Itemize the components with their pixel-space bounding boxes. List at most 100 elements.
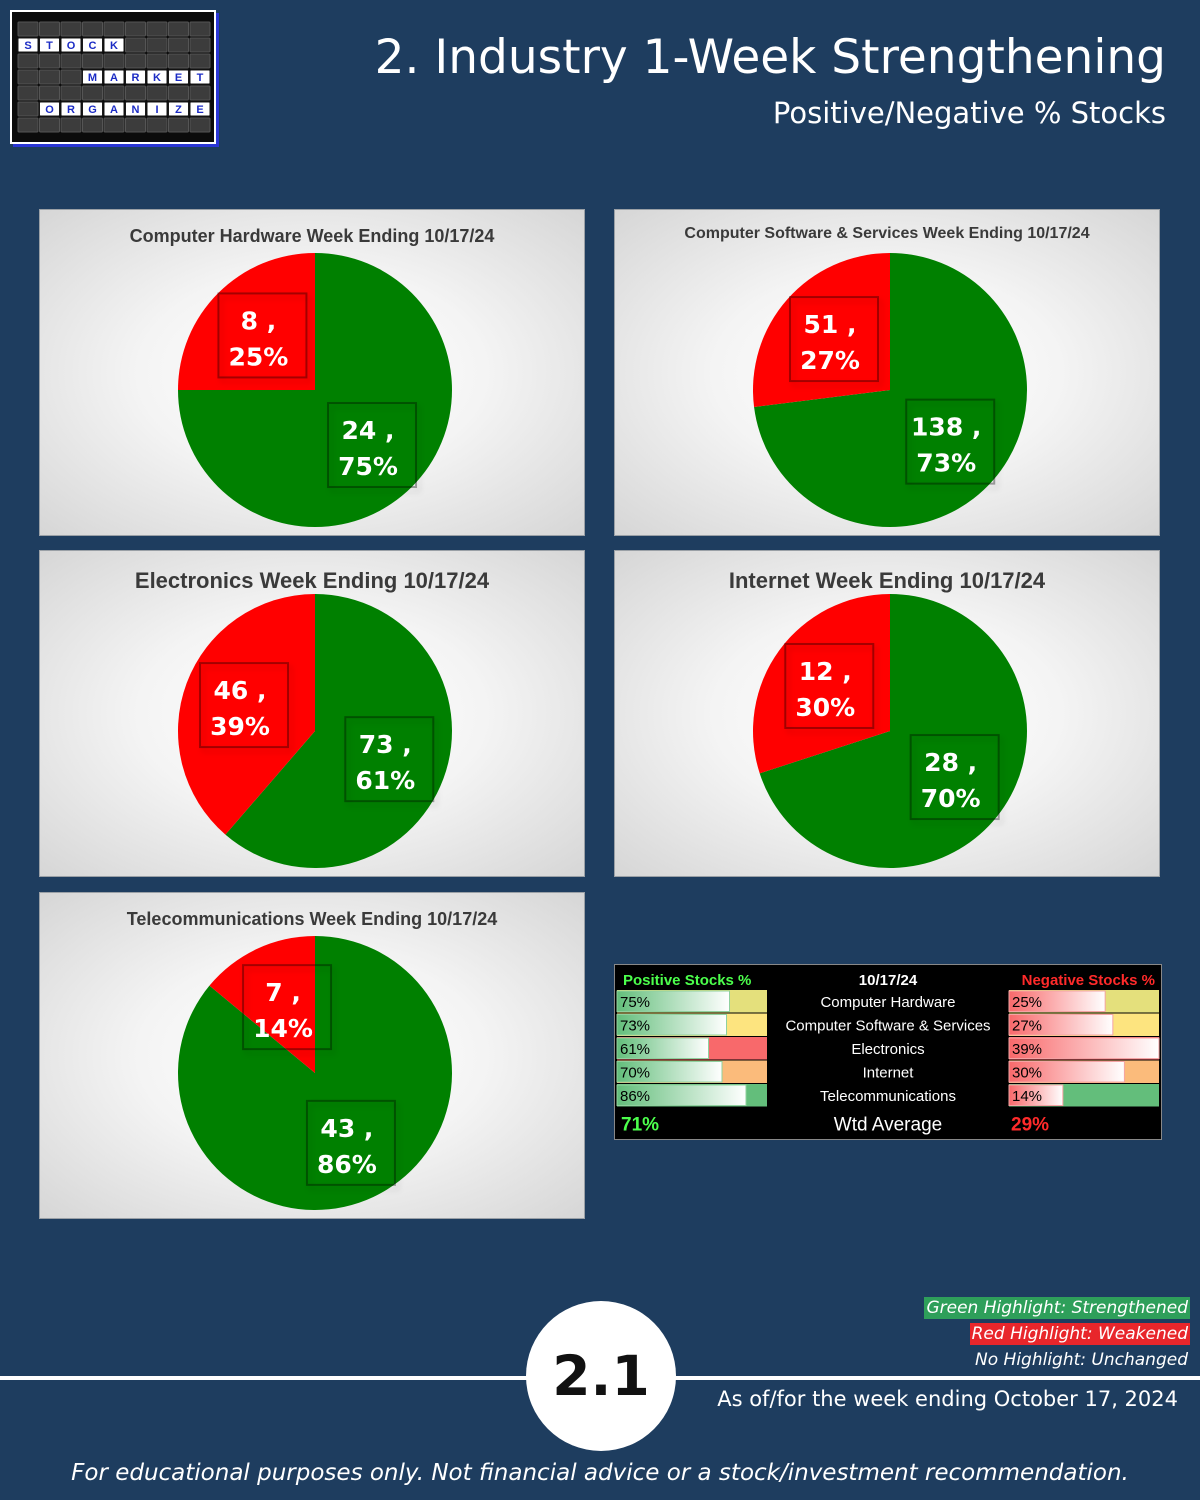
pie-chart-computer-software: 51 , 27% 138 , 73% [753,253,1027,527]
logo-letter: S [24,40,31,52]
data-label-pct: 61% [355,766,415,795]
data-label-pct: 86% [317,1150,377,1179]
logo-blank-cell [146,85,168,101]
data-label-negative: 46 , 39% [199,662,290,749]
logo-blank-cell [125,85,146,101]
data-label-box [344,716,435,803]
chart-panel-computer-hardware: Computer Hardware Week Ending 10/17/24 8… [39,209,585,536]
data-label-positive: 24 , 75% [327,402,418,489]
chart-title: Telecommunications Week Ending 10/17/24 [126,909,498,929]
legend-red: Red Highlight: Weakened [969,1323,1190,1345]
positive-databar [616,1084,747,1106]
pie-chart-internet: 12 , 30% 28 , 70% [753,594,1027,868]
page-number-badge: 2.1 [526,1301,676,1451]
logo-blank-cell [82,85,103,101]
pie-slice-negative [209,936,315,1073]
negative-databar [1008,1084,1064,1106]
logo-blank-cell [17,117,39,133]
logo-letter: M [88,72,97,84]
data-label-pct: 25% [229,342,289,371]
logo-blank-cell [39,117,60,133]
negative-databar [1008,1037,1160,1059]
logo-letter-cell [125,69,146,85]
data-label-box [909,734,1000,821]
logo-blank-cell [60,69,82,85]
positive-databar [616,1014,727,1036]
data-label-count: 138 , [911,413,981,442]
summary-table: Positive Stocks % 10/17/24 Negative Stocks… [614,964,1162,1140]
logo-letter-cell [103,37,125,53]
as-of-date: As of/for the week ending October 17, 20… [717,1387,1178,1411]
pie-slice-positive [178,936,453,1210]
logo-blank-cell [103,85,125,101]
logo-letter-cell [168,69,189,85]
positive-databar [616,1037,709,1059]
page-title: 2. Industry 1-Week Strengthening [374,30,1166,85]
logo-letter-cell [146,101,168,117]
logo-blank-cell [39,85,60,101]
summary-table-grid: Positive Stocks % 10/17/24 Negative Stocks… [616,972,1160,1136]
data-label-positive: 28 , 70% [909,734,1000,821]
logo-letter-cell [189,69,211,85]
negative-value: 30% [1012,1065,1042,1082]
chart-title: Computer Hardware Week Ending 10/17/24 [129,226,495,246]
legend-green: Green Highlight: Strengthened [924,1297,1190,1319]
logo-blank-cell [17,53,39,69]
logo-letter: K [110,40,118,52]
logo-blank-cell [103,53,125,69]
logo: S T O C K M A R K E T O R G A N I Z E [10,10,216,144]
data-label-box [217,292,308,379]
logo-blank-cell [82,117,103,133]
data-label-negative: 8 ,25% [217,292,308,379]
data-label-negative: 51 , 27% [789,296,880,383]
logo-blank-cell [189,117,211,133]
data-label-pct: 39% [210,712,270,741]
logo-blank-cell [39,21,60,37]
industry-name: Computer Software & Services [785,1018,990,1035]
logo-blank-cell [125,21,146,37]
page-subtitle: Positive/Negative % Stocks [772,96,1166,130]
footer-label: Wtd Average [834,1115,942,1136]
logo-blank-cell [146,21,168,37]
logo-letter-cell [60,37,82,53]
logo-letter: C [89,40,97,52]
pie-slice-positive [754,253,1027,527]
logo-blank-cell [146,37,168,53]
positive-databar [616,1061,723,1083]
logo-letter: T [46,40,53,52]
data-label-pct: 70% [921,784,981,813]
logo-letter-cell [103,69,125,85]
pie-chart-electronics: 46 , 39% 73 , 61% [178,594,453,868]
logo-blank-cell [168,53,189,69]
data-label-box [789,296,880,383]
data-label-positive: 73 , 61% [344,716,435,803]
positive-databar [616,990,730,1012]
chart-panel-electronics: Electronics Week Ending 10/17/24 46 , 39%… [39,550,585,877]
industry-name: Telecommunications [820,1088,956,1105]
negative-value: 27% [1012,1018,1042,1035]
logo-blank-cell [60,85,82,101]
pie-slice-negative [178,253,315,390]
logo-blank-cell [60,53,82,69]
logo-letter-cell [125,101,146,117]
logo-letter: Z [175,104,182,116]
logo-blank-cell [17,69,39,85]
positive-value: 61% [620,1041,650,1058]
data-label-count: 43 , [320,1114,373,1143]
logo-letter-cell [82,101,103,117]
data-label-pct: 73% [916,449,976,478]
logo-letter-cell [82,37,103,53]
data-label-box [327,402,418,489]
logo-blank-cell [168,117,189,133]
data-label-pct: 75% [338,452,398,481]
data-label-count: 51 , [804,310,857,339]
data-label-count: 7 , [265,978,301,1007]
industry-name: Internet [863,1065,915,1082]
header-negative: Negative Stocks % [1022,972,1155,989]
chart-panel-computer-software: Computer Software & Services Week Ending… [614,209,1160,536]
logo-letter: G [88,104,97,116]
logo-blank-cell [17,101,39,117]
logo-blank-cell [103,117,125,133]
logo-blank-cell [103,21,125,37]
data-label-pct: 30% [795,693,855,722]
